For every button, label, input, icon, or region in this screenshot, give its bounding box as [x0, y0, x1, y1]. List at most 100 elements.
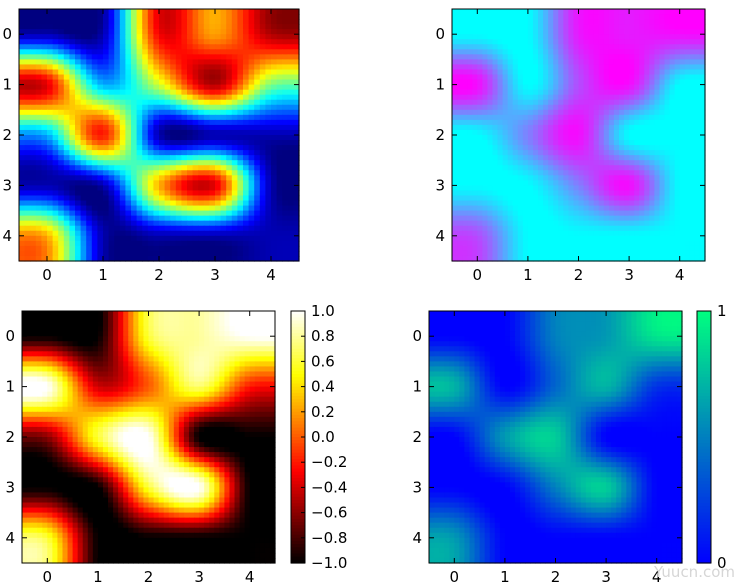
heatmap-cell: [553, 104, 559, 111]
heatmap-cell: [131, 225, 138, 232]
heatmap-cell: [492, 19, 499, 25]
heatmap-cell: [47, 220, 54, 227]
heatmap-cell: [538, 135, 544, 141]
heatmap-cell: [114, 180, 121, 186]
heatmap-cell: [532, 225, 539, 232]
heatmap-cell: [649, 140, 655, 146]
heatmap-cell: [517, 39, 524, 45]
heatmap-cell: [629, 205, 635, 212]
heatmap-cell: [97, 135, 104, 141]
heatmap-cell: [259, 29, 266, 35]
heatmap-cell: [209, 99, 216, 106]
heatmap-cell: [684, 170, 691, 176]
heatmap-cell: [618, 9, 625, 15]
heatmap-cell: [69, 180, 76, 186]
heatmap-cell: [462, 74, 468, 81]
heatmap-cell: [659, 145, 666, 151]
heatmap-cell: [538, 215, 544, 222]
heatmap-cell: [639, 129, 645, 136]
heatmap-cell: [649, 54, 655, 60]
heatmap-cell: [19, 135, 26, 141]
heatmap-cell: [226, 240, 233, 247]
heatmap-cell: [86, 124, 93, 131]
heatmap-cell: [209, 124, 216, 131]
heatmap-cell: [259, 190, 266, 197]
heatmap-cell: [187, 140, 194, 146]
heatmap-cell: [147, 54, 154, 60]
heatmap-cell: [276, 200, 283, 207]
heatmap-cell: [237, 29, 244, 35]
heatmap-cell: [293, 255, 300, 262]
heatmap-cell: [153, 99, 160, 106]
heatmap-cell: [492, 49, 499, 55]
heatmap-cell: [457, 34, 463, 40]
heatmap-cell: [248, 34, 255, 40]
heatmap-cell: [192, 14, 199, 20]
heatmap-cell: [664, 94, 671, 101]
heatmap-cell: [47, 74, 54, 81]
heatmap-cell: [220, 74, 227, 81]
heatmap-cell: [467, 114, 473, 121]
heatmap-cell: [527, 215, 534, 222]
heatmap-cell: [659, 135, 666, 141]
heatmap-cell: [271, 29, 278, 35]
heatmap-cell: [237, 84, 244, 91]
heatmap-cell: [159, 9, 166, 15]
heatmap-cell: [159, 215, 166, 222]
heatmap-cell: [220, 24, 227, 30]
heatmap-cell: [598, 180, 605, 186]
heatmap-cell: [287, 104, 294, 111]
heatmap-cell: [231, 220, 238, 227]
heatmap-cell: [618, 180, 625, 186]
heatmap-cell: [664, 240, 671, 247]
heatmap-cell: [97, 145, 104, 151]
heatmap-cell: [649, 74, 655, 81]
heatmap-cell: [108, 49, 115, 55]
heatmap-cell: [215, 64, 222, 71]
heatmap-cell: [226, 165, 233, 171]
heatmap-cell: [517, 64, 524, 71]
heatmap-cell: [578, 230, 585, 237]
heatmap-cell: [170, 165, 177, 171]
heatmap-cell: [644, 215, 650, 222]
heatmap-cell: [226, 109, 233, 116]
heatmap-cell: [507, 235, 514, 242]
heatmap-cell: [248, 220, 255, 227]
heatmap-cell: [259, 59, 266, 66]
heatmap-cell: [271, 255, 278, 262]
heatmap-cell: [103, 175, 110, 181]
heatmap-cell: [497, 165, 504, 171]
heatmap-cell: [517, 180, 524, 186]
heatmap-cell: [276, 69, 283, 76]
heatmap-cell: [654, 230, 661, 237]
heatmap-cell: [563, 210, 569, 217]
heatmap-cell: [142, 165, 149, 171]
heatmap-cell: [452, 49, 458, 55]
heatmap-cell: [659, 69, 666, 76]
heatmap-cell: [91, 255, 98, 262]
heatmap-cell: [517, 255, 524, 262]
heatmap-cell: [553, 24, 559, 30]
heatmap-cell: [654, 160, 661, 166]
heatmap-cell: [492, 230, 499, 237]
heatmap-cell: [86, 34, 93, 40]
heatmap-cell: [654, 225, 661, 232]
heatmap-cell: [153, 34, 160, 40]
heatmap-cell: [563, 74, 569, 81]
heatmap-cell: [220, 124, 227, 131]
heatmap-cell: [543, 94, 549, 101]
heatmap-cell: [689, 59, 696, 66]
heatmap-cell: [142, 14, 149, 20]
heatmap-cell: [624, 200, 630, 207]
heatmap-cell: [659, 240, 666, 247]
heatmap-cell: [462, 109, 468, 116]
heatmap-cell: [103, 145, 110, 151]
heatmap-cell: [568, 235, 575, 242]
heatmap-cell: [543, 230, 549, 237]
heatmap-cell: [694, 135, 701, 141]
heatmap-cell: [97, 240, 104, 247]
heatmap-cell: [639, 145, 645, 151]
heatmap-cell: [482, 79, 489, 86]
heatmap-cell: [593, 235, 600, 242]
heatmap-cell: [467, 215, 473, 222]
